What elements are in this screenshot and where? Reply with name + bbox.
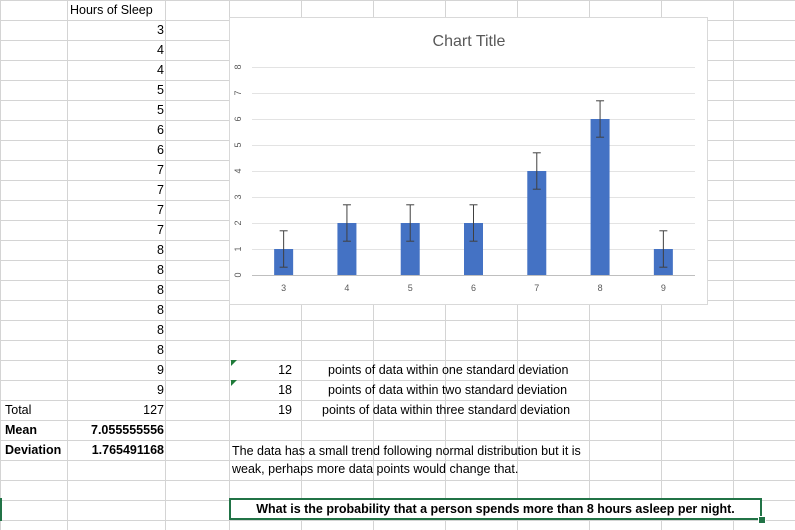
y-tick-label: 0: [233, 272, 243, 277]
y-tick-label: 1: [233, 246, 243, 251]
y-tick-label: 2: [233, 220, 243, 225]
fill-handle[interactable]: [758, 516, 766, 524]
y-tick-label: 7: [233, 90, 243, 95]
x-tick-label: 7: [534, 283, 539, 293]
total-label[interactable]: Total: [5, 403, 32, 417]
deviation-label[interactable]: Deviation: [5, 443, 62, 457]
hours-value-cell[interactable]: 8: [157, 263, 164, 277]
hours-value-cell[interactable]: 5: [157, 103, 164, 117]
column-header-hours-of-sleep[interactable]: Hours of Sleep: [70, 3, 153, 17]
stat-count-three-sd[interactable]: 19: [278, 403, 292, 417]
y-tick-label: 3: [233, 194, 243, 199]
chart-canvas: Chart Title 0 1 2 3 4 5 6 7 8 3 4 5 6 7 8 9: [233, 33, 695, 293]
x-tick-label: 5: [408, 283, 413, 293]
analysis-note-line-1[interactable]: The data has a small trend following nor…: [232, 444, 581, 458]
bar-chart[interactable]: Chart Title 0 1 2 3 4 5 6 7 8 3 4 5 6 7 8 9: [229, 17, 708, 305]
x-tick-label: 9: [661, 283, 666, 293]
hours-value-cell[interactable]: 8: [157, 343, 164, 357]
x-tick-label: 3: [281, 283, 286, 293]
bar: [590, 119, 610, 275]
hours-value-cell[interactable]: 7: [157, 163, 164, 177]
chart-title: Chart Title: [433, 33, 506, 50]
x-tick-label: 4: [344, 283, 349, 293]
hours-value-cell[interactable]: 9: [157, 383, 164, 397]
hours-value-cell[interactable]: 7: [157, 223, 164, 237]
total-value[interactable]: 127: [143, 403, 164, 417]
stat-text-three-sd[interactable]: points of data within three standard dev…: [322, 403, 571, 417]
hours-value-cell[interactable]: 8: [157, 283, 164, 297]
y-tick-label: 4: [233, 168, 243, 173]
stat-text-two-sd[interactable]: points of data within two standard devia…: [328, 383, 568, 397]
stat-count-one-sd[interactable]: 12: [278, 363, 292, 377]
hours-value-cell[interactable]: 8: [157, 303, 164, 317]
question-text: What is the probability that a person sp…: [256, 502, 735, 516]
hours-value-cell[interactable]: 7: [157, 203, 164, 217]
question-cell[interactable]: What is the probability that a person sp…: [229, 498, 762, 520]
hours-value-cell[interactable]: 5: [157, 83, 164, 97]
hours-value-cell[interactable]: 4: [157, 63, 164, 77]
x-tick-label: 8: [598, 283, 603, 293]
stat-count-two-sd[interactable]: 18: [278, 383, 292, 397]
row-selection-indicator: [0, 498, 2, 521]
mean-label[interactable]: Mean: [5, 423, 37, 437]
hours-value-cell[interactable]: 6: [157, 143, 164, 157]
y-tick-label: 5: [233, 142, 243, 147]
bar: [464, 223, 483, 275]
y-tick-label: 6: [233, 116, 243, 121]
hours-value-cell[interactable]: 4: [157, 43, 164, 57]
hours-value-cell[interactable]: 3: [157, 23, 164, 37]
error-indicator-icon[interactable]: [231, 380, 237, 386]
bar: [527, 171, 547, 275]
error-indicator-icon[interactable]: [231, 360, 237, 366]
x-tick-label: 6: [471, 283, 476, 293]
analysis-note-line-2[interactable]: weak, perhaps more data points would cha…: [232, 462, 519, 476]
hours-value-cell[interactable]: 8: [157, 243, 164, 257]
deviation-value[interactable]: 1.765491168: [91, 443, 164, 457]
mean-value[interactable]: 7.055555556: [91, 423, 164, 437]
hours-value-cell[interactable]: 8: [157, 323, 164, 337]
hours-value-cell[interactable]: 9: [157, 363, 164, 377]
y-tick-label: 8: [233, 64, 243, 69]
bar: [400, 223, 420, 275]
bar: [337, 223, 357, 275]
hours-value-cell[interactable]: 7: [157, 183, 164, 197]
stat-text-one-sd[interactable]: points of data within one standard devia…: [328, 363, 569, 377]
hours-value-cell[interactable]: 6: [157, 123, 164, 137]
